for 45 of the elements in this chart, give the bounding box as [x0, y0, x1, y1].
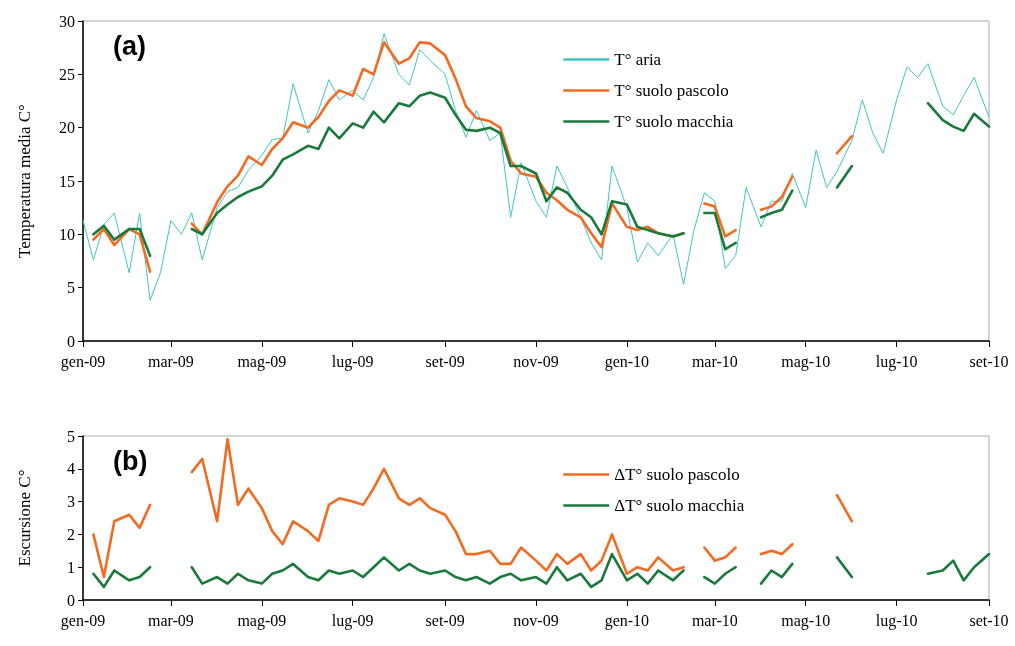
y-tick-label: 0 — [67, 332, 75, 350]
x-tick-label: mag-10 — [781, 611, 831, 630]
x-tick-label: mag-09 — [237, 352, 287, 371]
y-axis-title: Temperatura media C° — [15, 104, 34, 258]
y-tick-label: 1 — [67, 558, 75, 576]
y-tick-label: 3 — [67, 493, 75, 511]
y-axis-title: Escursione C° — [15, 469, 34, 567]
y-tick-label: 25 — [59, 65, 75, 83]
x-tick-label: mag-09 — [237, 611, 287, 630]
x-tick-label: mar-09 — [147, 611, 194, 629]
y-tick-label: 30 — [59, 12, 75, 30]
legend-label: ΔT° suolo pascolo — [614, 465, 740, 484]
y-tick-label: 5 — [67, 427, 75, 445]
x-tick-label: set-10 — [969, 352, 1009, 370]
legend-label: T° aria — [614, 50, 662, 69]
x-tick-label: set-10 — [969, 611, 1009, 629]
x-tick-label: lug-09 — [331, 611, 374, 630]
legend-label: T° suolo pascolo — [614, 81, 729, 100]
legend-label: ΔT° suolo macchia — [614, 496, 745, 515]
y-tick-label: 2 — [67, 525, 75, 543]
x-tick-label: gen-09 — [60, 352, 106, 371]
x-tick-label: mar-10 — [691, 352, 738, 370]
x-tick-label: lug-09 — [331, 352, 374, 371]
line-series — [82, 33, 990, 301]
x-tick-label: set-09 — [425, 611, 465, 629]
legend-label: T° suolo macchia — [614, 112, 734, 131]
y-tick-label: 5 — [67, 279, 75, 297]
x-tick-label: mar-09 — [147, 352, 194, 370]
y-tick-label: 0 — [67, 591, 75, 609]
y-tick-label: 4 — [67, 460, 75, 478]
x-tick-label: mar-10 — [691, 611, 738, 629]
x-tick-label: nov-09 — [513, 352, 559, 370]
y-tick-label: 20 — [59, 119, 75, 137]
x-tick-label: mag-10 — [781, 352, 831, 371]
y-tick-label: 10 — [59, 225, 75, 243]
x-tick-label: gen-10 — [604, 352, 650, 371]
x-tick-label: gen-09 — [60, 611, 106, 630]
x-tick-label: lug-10 — [875, 352, 918, 371]
x-tick-label: nov-09 — [513, 611, 559, 629]
x-tick-label: lug-10 — [875, 611, 918, 630]
chart-title: (b) — [113, 445, 148, 476]
x-tick-label: gen-10 — [604, 611, 650, 630]
y-tick-label: 15 — [59, 172, 75, 190]
chart-title: (a) — [113, 30, 146, 61]
x-tick-label: set-09 — [425, 352, 465, 370]
